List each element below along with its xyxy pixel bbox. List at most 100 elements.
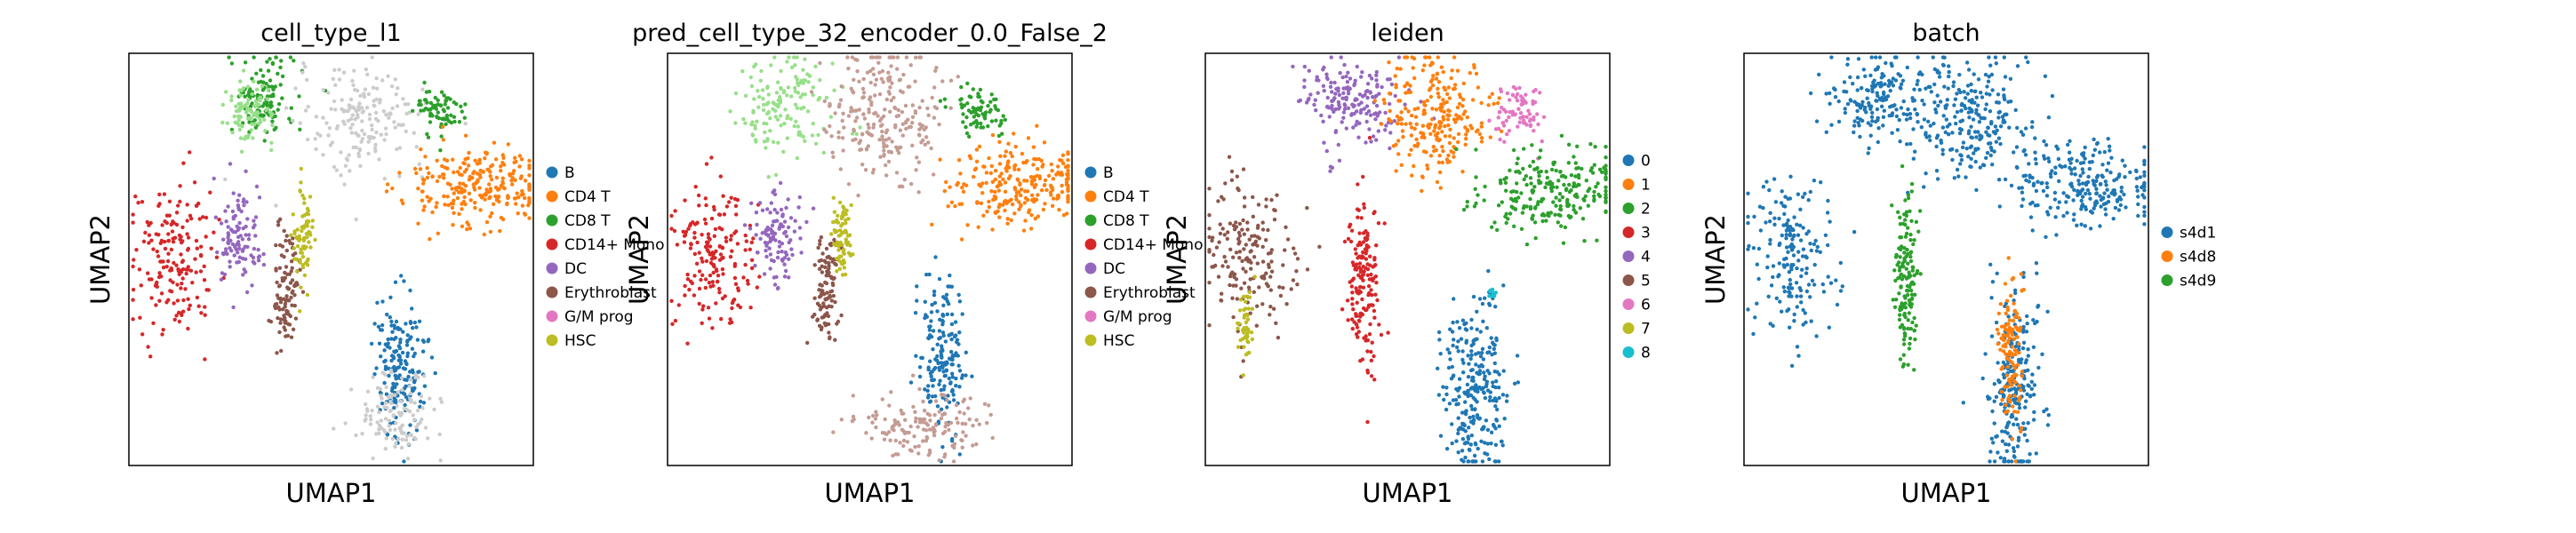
scatter-point [510, 171, 516, 176]
scatter-point [372, 99, 376, 103]
scatter-point [1951, 80, 1956, 84]
scatter-point [401, 123, 405, 127]
scatter-point [782, 256, 787, 260]
scatter-point [1364, 238, 1369, 243]
scatter-point [1976, 130, 1980, 134]
scatter-point [1207, 250, 1212, 254]
scatter-point [794, 119, 798, 123]
scatter-point [1490, 91, 1495, 96]
scatter-point [1519, 227, 1524, 231]
scatter-point [743, 121, 748, 125]
scatter-point [1364, 251, 1368, 256]
scatter-point [1952, 176, 1956, 180]
scatter-point [188, 268, 194, 273]
scatter-point [900, 184, 904, 188]
scatter-point [242, 197, 246, 202]
scatter-point [1556, 212, 1561, 217]
scatter-point [274, 243, 278, 248]
scatter-point [1998, 124, 2004, 129]
scatter-point [362, 91, 366, 96]
scatter-point [1995, 100, 1999, 105]
scatter-point [1987, 75, 1991, 79]
scatter-point [236, 203, 241, 208]
scatter-point [131, 298, 135, 302]
scatter-point [421, 208, 426, 212]
scatter-point [305, 235, 309, 240]
scatter-point [1860, 103, 1864, 107]
scatter-point [1515, 99, 1520, 103]
scatter-point [669, 227, 674, 231]
scatter-point [1495, 407, 1500, 412]
scatter-point [1346, 85, 1350, 90]
scatter-point [373, 142, 378, 147]
scatter-point [1573, 211, 1578, 215]
scatter-point [1393, 93, 1397, 99]
scatter-point [1388, 77, 1392, 82]
scatter-point [711, 283, 716, 288]
scatter-point [419, 102, 423, 107]
scatter-point [708, 273, 713, 278]
scatter-point [375, 386, 380, 390]
scatter-point [400, 437, 404, 442]
scatter-point [1467, 362, 1471, 366]
scatter-point [236, 118, 241, 123]
scatter-point [1329, 80, 1333, 85]
scatter-point [219, 277, 224, 282]
scatter-point [1448, 327, 1452, 331]
scatter-point [425, 165, 429, 171]
scatter-point [1515, 181, 1519, 186]
legend-label: 0 [1641, 153, 1651, 171]
scatter-point [1364, 119, 1369, 124]
scatter-point [874, 410, 878, 414]
scatter-point [1388, 91, 1392, 96]
scatter-point [378, 328, 383, 332]
scatter-point [988, 171, 994, 176]
scatter-point [395, 403, 399, 409]
scatter-point [457, 211, 461, 217]
scatter-point [844, 240, 849, 245]
scatter-point [1405, 81, 1410, 85]
scatter-point [377, 157, 381, 162]
scatter-point [942, 361, 947, 365]
scatter-point [1516, 380, 1521, 385]
scatter-point [872, 111, 876, 115]
scatter-point [976, 225, 980, 229]
scatter-point [1502, 139, 1507, 144]
scatter-point [1033, 216, 1038, 221]
scatter-point [1330, 103, 1334, 108]
scatter-point [392, 337, 396, 341]
scatter-point [283, 305, 287, 309]
scatter-point [401, 201, 405, 206]
scatter-point [990, 132, 996, 138]
scatter-point [832, 227, 836, 233]
scatter-point [1372, 315, 1377, 320]
scatter-point [1377, 322, 1381, 327]
scatter-point [357, 147, 362, 151]
scatter-point [445, 195, 450, 199]
scatter-point [427, 89, 432, 94]
scatter-point [1940, 125, 1946, 130]
scatter-point [1242, 345, 1246, 349]
scatter-point [822, 99, 827, 104]
scatter-point [257, 254, 262, 259]
scatter-point [1460, 104, 1465, 108]
scatter-point [884, 163, 888, 168]
scatter-point [220, 120, 225, 125]
scatter-point [234, 104, 238, 108]
y-axis-label: UMAP2 [1162, 214, 1192, 305]
scatter-point [749, 84, 755, 89]
scatter-point [795, 77, 799, 82]
scatter-point [859, 147, 864, 152]
scatter-point [1549, 188, 1555, 194]
scatter-point [835, 322, 839, 326]
scatter-point [961, 120, 965, 124]
scatter-point [1528, 163, 1532, 169]
scatter-point [367, 112, 372, 117]
scatter-point [256, 259, 261, 263]
scatter-point [849, 106, 853, 110]
scatter-point [515, 191, 519, 195]
scatter-point [761, 97, 765, 101]
scatter-point [1315, 78, 1319, 83]
scatter-point [1537, 155, 1542, 160]
scatter-point [1324, 72, 1329, 76]
